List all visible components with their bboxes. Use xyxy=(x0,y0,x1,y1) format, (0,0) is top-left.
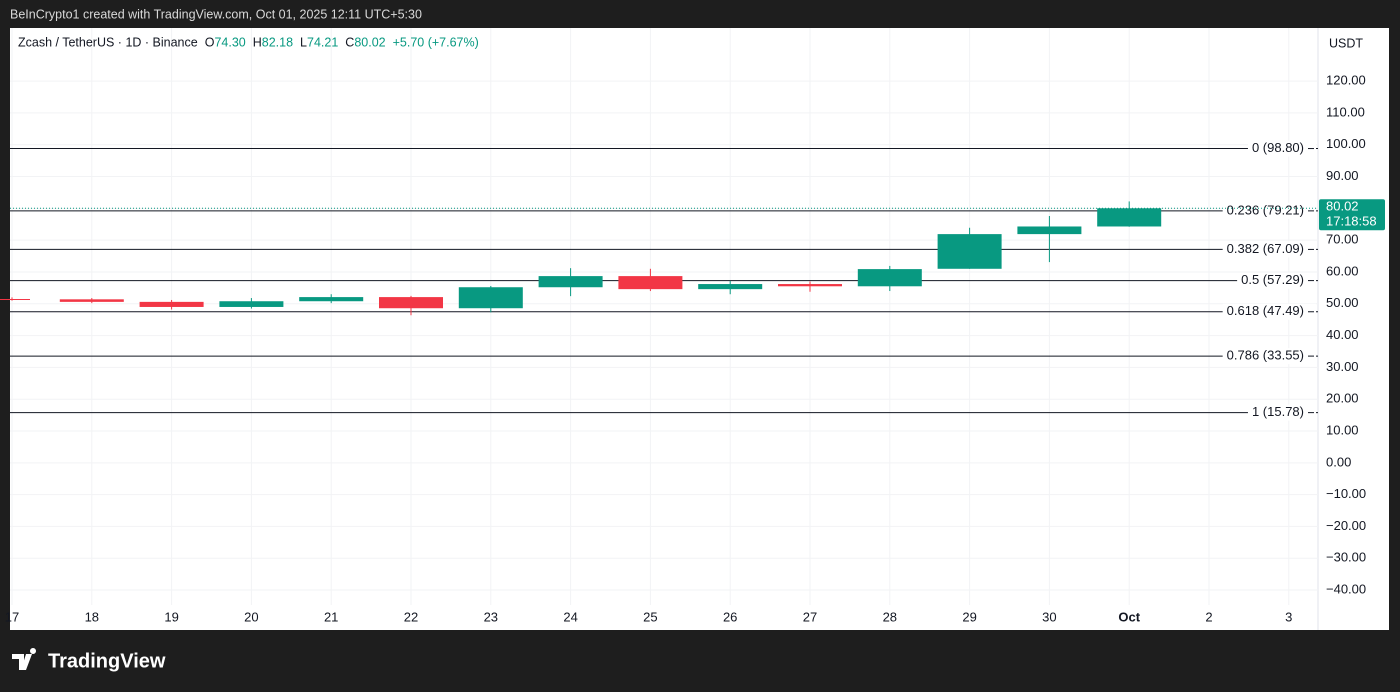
brand-name: TradingView xyxy=(48,650,166,672)
candle-body xyxy=(299,297,364,302)
candle-body xyxy=(139,301,204,307)
x-tick-label: 3 xyxy=(1285,609,1292,624)
y-tick-label: 20.00 xyxy=(1326,391,1359,406)
y-tick-label: −30.00 xyxy=(1326,550,1366,565)
fib-label-bg xyxy=(1247,140,1316,157)
x-tick-label: 21 xyxy=(324,609,338,624)
y-tick-label: −40.00 xyxy=(1326,581,1366,596)
candle-body xyxy=(778,284,842,287)
fib-label: 0.5 (57.29) xyxy=(1241,272,1304,287)
x-tick-label: 2 xyxy=(1205,609,1212,624)
price-tag-countdown: 17:18:58 xyxy=(1326,214,1377,229)
legend-item: H xyxy=(253,35,262,49)
x-tick-label: 24 xyxy=(563,609,577,624)
legend-item: 82.18 xyxy=(262,35,293,49)
legend-item: 74.30 xyxy=(214,35,245,49)
fib-label-bg xyxy=(1222,241,1316,258)
price-tag-value: 80.02 xyxy=(1326,199,1359,214)
legend-item: O xyxy=(205,35,215,49)
candle-body xyxy=(379,297,443,309)
candle-body xyxy=(937,234,1002,269)
candle-body xyxy=(1097,208,1162,227)
y-tick-label: −20.00 xyxy=(1326,518,1366,533)
legend-item: 74.21 xyxy=(307,35,338,49)
candle-body xyxy=(857,269,922,287)
x-tick-label: 28 xyxy=(883,609,897,624)
y-tick-label: 70.00 xyxy=(1326,232,1359,247)
x-tick-label: 25 xyxy=(643,609,657,624)
fib-label: 0.382 (67.09) xyxy=(1227,241,1304,256)
fib-label: 0.786 (33.55) xyxy=(1227,348,1304,363)
fib-label-bg xyxy=(1247,404,1316,421)
candle-body xyxy=(59,299,124,302)
candle-body xyxy=(458,287,523,309)
x-tick-label: 29 xyxy=(962,609,976,624)
watermark: BeInCrypto1 created with TradingView.com… xyxy=(10,7,422,21)
fib-label-bg xyxy=(1222,202,1316,219)
y-tick-label: 90.00 xyxy=(1326,168,1359,183)
candle-body xyxy=(698,284,763,290)
candle-body xyxy=(618,276,683,290)
y-tick-label: 40.00 xyxy=(1326,327,1359,342)
y-tick-label: 100.00 xyxy=(1326,136,1366,151)
price-tag xyxy=(1319,199,1385,231)
x-tick-label: 20 xyxy=(244,609,258,624)
y-tick-label: 10.00 xyxy=(1326,422,1359,437)
legend-item: Zcash / TetherUS · 1D · Binance xyxy=(18,35,198,49)
y-tick-label: 0.00 xyxy=(1326,454,1351,469)
y-tick-label: 110.00 xyxy=(1326,104,1365,119)
fib-label-bg xyxy=(1222,303,1316,320)
y-tick-label: 50.00 xyxy=(1326,295,1359,310)
x-tick-label: 19 xyxy=(164,609,178,624)
y-tick-label: 30.00 xyxy=(1326,359,1359,374)
legend-item: C xyxy=(345,35,354,49)
fib-label-bg xyxy=(1237,272,1316,289)
currency-label: USDT xyxy=(1329,36,1363,50)
x-tick-label: 23 xyxy=(484,609,498,624)
y-tick-label: −10.00 xyxy=(1326,486,1366,501)
x-tick-label: 18 xyxy=(85,609,99,624)
legend-item: 80.02 xyxy=(354,35,385,49)
candle-body xyxy=(0,299,30,301)
candle-body xyxy=(219,301,284,307)
x-tick-label: 17 xyxy=(5,609,19,624)
legend-item: L xyxy=(300,35,307,49)
x-tick-label: 27 xyxy=(803,609,817,624)
x-tick-label: 26 xyxy=(723,609,737,624)
fib-label-bg xyxy=(1222,348,1316,365)
x-tick-label: 30 xyxy=(1042,609,1056,624)
fib-label: 0.618 (47.49) xyxy=(1227,303,1304,318)
brand-logo: TradingView xyxy=(12,647,166,672)
fib-label: 0 (98.80) xyxy=(1252,140,1304,155)
fib-label: 0.236 (79.21) xyxy=(1227,202,1304,217)
candle-body xyxy=(538,276,603,288)
x-tick-label: Oct xyxy=(1118,609,1140,624)
logo-icon xyxy=(12,647,37,670)
fib-label: 1 (15.78) xyxy=(1252,404,1304,419)
y-tick-label: 120.00 xyxy=(1326,73,1366,88)
chart-panel xyxy=(10,28,1389,630)
candle-body xyxy=(1017,226,1082,235)
y-tick-label: 60.00 xyxy=(1326,263,1359,278)
legend-item: +5.70 (+7.67%) xyxy=(393,35,479,49)
x-tick-label: 22 xyxy=(404,609,418,624)
